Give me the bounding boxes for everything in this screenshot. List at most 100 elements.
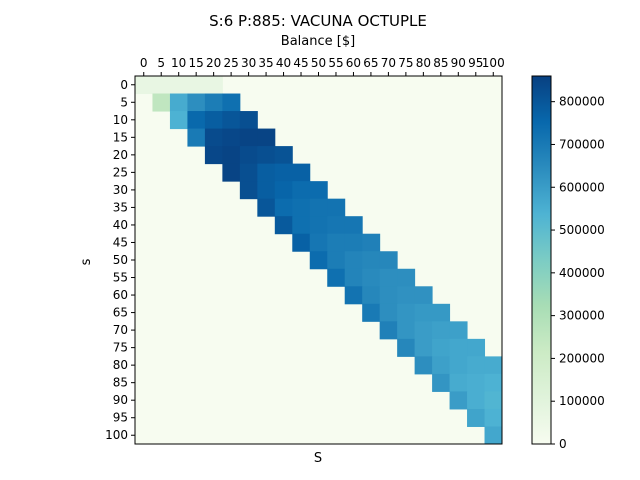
y-tick-label: 90 <box>113 393 128 407</box>
heatmap-cell <box>309 216 328 235</box>
heatmap-cell <box>379 268 398 287</box>
heatmap-cell <box>292 233 311 252</box>
y-tick-label: 60 <box>113 288 128 302</box>
heatmap-cell <box>257 181 276 200</box>
y-tick-label: 80 <box>113 358 128 372</box>
heatmap-cell <box>187 111 206 130</box>
heatmap-cell <box>309 251 328 270</box>
heatmap-cell <box>414 321 433 340</box>
x-tick-label: 15 <box>189 56 204 70</box>
heatmap-cell <box>397 321 416 340</box>
colorbar-tick-label: 200000 <box>559 351 605 365</box>
y-tick-label: 5 <box>120 95 128 109</box>
y-tick-label: 85 <box>113 376 128 390</box>
heatmap-cell <box>152 76 171 95</box>
heatmap-cell <box>449 321 468 340</box>
heatmap-cell <box>222 163 241 182</box>
heatmap-cell <box>169 93 188 112</box>
heatmap-cell <box>344 251 363 270</box>
heatmap-cell <box>432 373 451 392</box>
heatmap-cell <box>484 356 503 375</box>
heatmap-cell <box>327 268 346 287</box>
heatmap-cell <box>397 303 416 322</box>
x-tick-label: 45 <box>293 56 308 70</box>
heatmap-cell <box>292 181 311 200</box>
heatmap-cell <box>449 391 468 410</box>
y-tick-label: 35 <box>113 200 128 214</box>
heatmap-cell <box>239 111 258 130</box>
y-axis-label: s <box>79 258 94 265</box>
y-tick-label: 25 <box>113 165 128 179</box>
heatmap-cell <box>152 93 171 112</box>
y-tick-label: 50 <box>113 253 128 267</box>
x-tick-label: 40 <box>276 56 291 70</box>
x-tick-label: 65 <box>363 56 378 70</box>
heatmap-cell <box>257 163 276 182</box>
y-ticks: 0 5 10 15 20 25 30 35 40 45 50 55 60 65 70 75 80 85 90 95 10… <box>105 78 135 442</box>
x-ticks: 0 5 10 15 20 25 30 35 40 45 50 55 60 65 70 75 80 85 90 9510… <box>140 56 505 76</box>
x-tick-label: 100 <box>482 56 505 70</box>
heatmap-cell <box>449 338 468 357</box>
heatmap-cell <box>204 146 223 165</box>
heatmap-cell <box>484 426 503 445</box>
colorbar-tick-label: 800000 <box>559 95 605 109</box>
heatmap-cell <box>414 356 433 375</box>
x-tick-label: 60 <box>346 56 361 70</box>
colorbar-tick-label: 600000 <box>559 180 605 194</box>
x-tick-label: 90 <box>451 56 466 70</box>
heatmap-cell <box>484 408 503 427</box>
x-axis-bottom-label: S <box>314 451 322 466</box>
colorbar-tick-label: 700000 <box>559 137 605 151</box>
heatmap-cell <box>239 128 258 147</box>
heatmap-cell <box>222 111 241 130</box>
colorbar-tick-label: 400000 <box>559 266 605 280</box>
x-axis-top-label: Balance [$] <box>281 34 355 49</box>
heatmap-cell <box>379 251 398 270</box>
heatmap-cell <box>222 146 241 165</box>
y-tick-label: 15 <box>113 130 128 144</box>
heatmap-cell <box>362 303 381 322</box>
heatmap-cell <box>432 356 451 375</box>
heatmap-cell <box>257 198 276 217</box>
heatmap-cell <box>309 181 328 200</box>
heatmap-cell <box>362 268 381 287</box>
heatmap-cell <box>344 268 363 287</box>
x-tick-label: 85 <box>433 56 448 70</box>
y-tick-label: 70 <box>113 323 128 337</box>
y-tick-label: 95 <box>113 411 128 425</box>
heatmap-cell <box>204 76 223 95</box>
heatmap-cell <box>309 233 328 252</box>
heatmap-cell <box>397 286 416 305</box>
x-tick-label: 30 <box>241 56 256 70</box>
heatmap-cell <box>467 356 486 375</box>
x-tick-label: 5 <box>157 56 165 70</box>
heatmap-cell <box>187 76 206 95</box>
colorbar-tick-label: 500000 <box>559 223 605 237</box>
heatmap-cell <box>414 338 433 357</box>
colorbar-tick-label: 100000 <box>559 394 605 408</box>
heatmap-cell <box>379 321 398 340</box>
x-tick-label: 70 <box>381 56 396 70</box>
heatmap-cells <box>135 76 503 445</box>
heatmap-cell <box>362 286 381 305</box>
heatmap-cell <box>414 286 433 305</box>
heatmap-cell <box>484 373 503 392</box>
heatmap-cell <box>327 198 346 217</box>
x-tick-label: 80 <box>416 56 431 70</box>
heatmap-cell <box>414 303 433 322</box>
heatmap-cell <box>292 198 311 217</box>
x-tick-label: 50 <box>311 56 326 70</box>
heatmap-cell <box>187 128 206 147</box>
heatmap-cell <box>467 373 486 392</box>
heatmap-cell <box>239 163 258 182</box>
heatmap-cell <box>327 251 346 270</box>
x-tick-label: 20 <box>206 56 221 70</box>
colorbar-tick-label: 0 <box>559 437 567 451</box>
heatmap-cell <box>362 251 381 270</box>
y-tick-label: 0 <box>120 78 128 92</box>
heatmap-cell <box>222 128 241 147</box>
x-tick-label: 75 <box>398 56 413 70</box>
y-tick-label: 10 <box>113 113 128 127</box>
heatmap-cell <box>344 233 363 252</box>
heatmap-cell <box>204 93 223 112</box>
